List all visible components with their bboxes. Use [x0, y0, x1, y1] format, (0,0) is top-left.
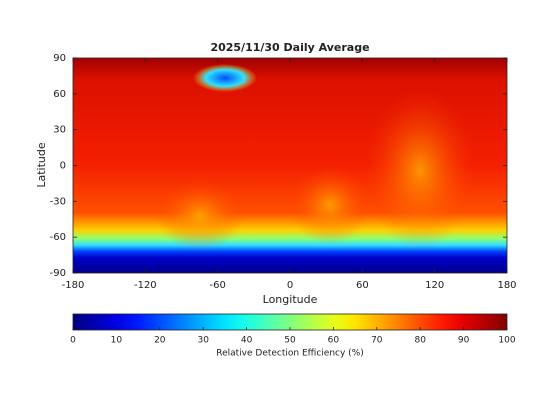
y-tick-label: -90 — [50, 268, 66, 279]
x-tick-label: -180 — [62, 280, 85, 291]
colorbar-tick-label: 80 — [414, 336, 426, 346]
colorbar-tick-label: 100 — [498, 336, 515, 346]
colorbar-tick-label: 10 — [111, 336, 123, 346]
map-field — [73, 58, 507, 273]
colorbar-tick-label: 20 — [154, 336, 166, 346]
y-tick-label: 30 — [53, 125, 66, 136]
x-tick-label: 60 — [356, 280, 369, 291]
y-tick-label: -60 — [50, 232, 66, 243]
x-tick-label: -60 — [209, 280, 225, 291]
colorbar-tick-label: 90 — [458, 336, 470, 346]
y-tick-label: 0 — [60, 161, 66, 172]
y-tick-label: 60 — [53, 89, 66, 100]
colorbar-tick-label: 40 — [241, 336, 253, 346]
colorbar-tick-label: 60 — [328, 336, 340, 346]
x-tick-label: -120 — [134, 280, 157, 291]
colorbar-tick-label: 70 — [371, 336, 383, 346]
y-tick-label: 90 — [53, 53, 66, 64]
y-tick-label: -30 — [50, 196, 66, 207]
colorbar-label: Relative Detection Efficiency (%) — [216, 349, 364, 359]
chart-title: 2025/11/30 Daily Average — [210, 41, 369, 54]
colorbar-tick-label: 30 — [197, 336, 209, 346]
x-axis-label: Longitude — [263, 293, 318, 306]
x-tick-label: 120 — [425, 280, 444, 291]
x-tick-label: 180 — [497, 280, 516, 291]
colorbar-tick-label: 0 — [70, 336, 76, 346]
colorbar-tick-label: 50 — [284, 336, 296, 346]
x-tick-label: 0 — [287, 280, 293, 291]
y-axis-label: Latitude — [35, 142, 48, 188]
